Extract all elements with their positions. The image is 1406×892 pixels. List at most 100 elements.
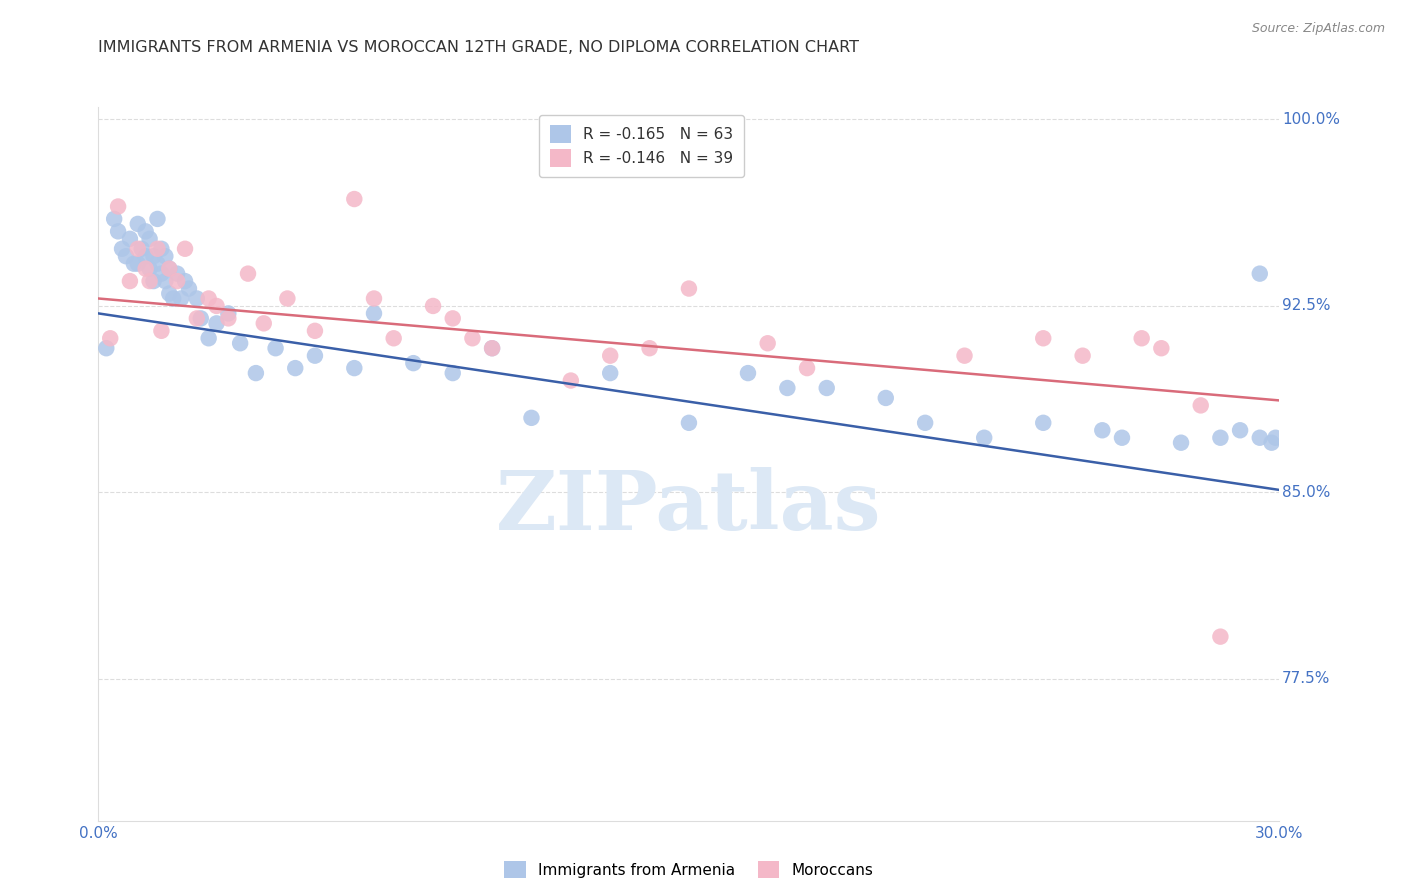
Point — [217, 306, 239, 320]
Point — [1189, 398, 1212, 412]
Point — [96, 341, 118, 355]
Point — [157, 261, 180, 276]
Point — [560, 374, 582, 388]
Point — [170, 292, 193, 306]
Point — [157, 286, 180, 301]
Point — [155, 274, 177, 288]
Point — [422, 299, 444, 313]
Point — [98, 331, 121, 345]
Point — [155, 249, 177, 263]
Point — [205, 317, 228, 331]
Point — [245, 366, 267, 380]
Point — [304, 349, 326, 363]
Text: IMMIGRANTS FROM ARMENIA VS MOROCCAN 12TH GRADE, NO DIPLOMA CORRELATION CHART: IMMIGRANTS FROM ARMENIA VS MOROCCAN 12TH… — [98, 40, 859, 55]
Text: ZIPatlas: ZIPatlas — [496, 467, 882, 547]
Point — [737, 366, 759, 380]
Point — [1032, 331, 1054, 345]
Point — [236, 267, 259, 281]
Point — [122, 257, 145, 271]
Point — [875, 391, 897, 405]
Point — [115, 249, 138, 263]
Point — [756, 336, 779, 351]
Point — [481, 341, 503, 355]
Point — [520, 410, 543, 425]
Point — [441, 366, 464, 380]
Text: Source: ZipAtlas.com: Source: ZipAtlas.com — [1251, 22, 1385, 36]
Point — [118, 274, 141, 288]
Point — [461, 331, 484, 345]
Text: 92.5%: 92.5% — [1282, 299, 1330, 313]
Point — [150, 324, 173, 338]
Point — [177, 281, 200, 295]
Point — [186, 292, 208, 306]
Point — [135, 224, 157, 238]
Point — [1130, 331, 1153, 345]
Point — [197, 292, 219, 306]
Point — [1032, 416, 1054, 430]
Point — [107, 199, 129, 213]
Point — [264, 341, 287, 355]
Point — [776, 381, 799, 395]
Point — [174, 242, 197, 256]
Point — [142, 249, 165, 263]
Point — [402, 356, 425, 370]
Point — [599, 349, 621, 363]
Point — [190, 311, 212, 326]
Text: 100.0%: 100.0% — [1282, 112, 1340, 127]
Point — [914, 416, 936, 430]
Point — [138, 274, 160, 288]
Point — [138, 232, 160, 246]
Point — [953, 349, 976, 363]
Point — [118, 232, 141, 246]
Point — [796, 361, 818, 376]
Point — [229, 336, 252, 351]
Point — [150, 267, 173, 281]
Point — [127, 257, 149, 271]
Point — [127, 217, 149, 231]
Point — [174, 274, 197, 288]
Point — [1260, 435, 1282, 450]
Point — [157, 261, 180, 276]
Point — [1209, 431, 1232, 445]
Point — [142, 274, 165, 288]
Point — [276, 292, 298, 306]
Point — [599, 366, 621, 380]
Point — [1209, 630, 1232, 644]
Point — [146, 257, 169, 271]
Point — [678, 281, 700, 295]
Point — [1264, 431, 1286, 445]
Point — [363, 306, 385, 320]
Point — [284, 361, 307, 376]
Point — [197, 331, 219, 345]
Text: 77.5%: 77.5% — [1282, 672, 1330, 687]
Point — [638, 341, 661, 355]
Point — [103, 211, 125, 226]
Point — [135, 249, 157, 263]
Point — [1071, 349, 1094, 363]
Point — [205, 299, 228, 313]
Point — [146, 211, 169, 226]
Legend: Immigrants from Armenia, Moroccans: Immigrants from Armenia, Moroccans — [498, 855, 880, 884]
Point — [166, 274, 188, 288]
Point — [1111, 431, 1133, 445]
Point — [135, 261, 157, 276]
Point — [1170, 435, 1192, 450]
Point — [217, 311, 239, 326]
Point — [363, 292, 385, 306]
Point — [343, 361, 366, 376]
Point — [382, 331, 405, 345]
Point — [1249, 431, 1271, 445]
Point — [973, 431, 995, 445]
Point — [441, 311, 464, 326]
Point — [146, 242, 169, 256]
Point — [1150, 341, 1173, 355]
Point — [131, 242, 153, 256]
Point — [107, 224, 129, 238]
Point — [253, 317, 276, 331]
Point — [1249, 267, 1271, 281]
Point — [1091, 423, 1114, 437]
Point — [678, 416, 700, 430]
Point — [127, 242, 149, 256]
Point — [166, 267, 188, 281]
Point — [186, 311, 208, 326]
